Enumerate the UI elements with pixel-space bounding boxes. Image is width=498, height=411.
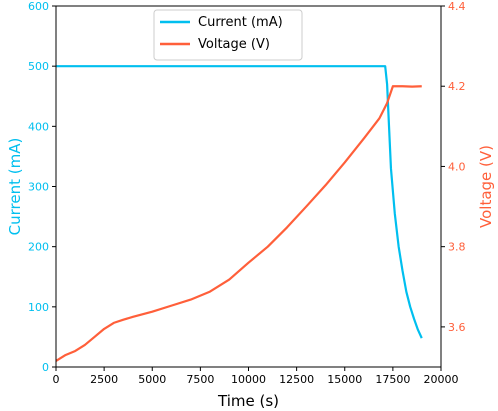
- legend-label-voltage: Voltage (V): [198, 37, 270, 52]
- series-layer: [55, 65, 423, 362]
- legend-label-current: Current (mA): [198, 15, 283, 30]
- x-tick-label: 20000: [424, 373, 459, 386]
- y-right-tick-label: 3.6: [448, 321, 466, 334]
- y-axis-right-title: Voltage (V): [477, 145, 495, 228]
- x-tick-label: 2500: [90, 373, 118, 386]
- x-tick-label: 15000: [327, 373, 362, 386]
- x-tick-label: 7500: [186, 373, 214, 386]
- y-right-tick-label: 4.4: [448, 0, 466, 13]
- x-tick-label: 5000: [138, 373, 166, 386]
- x-tick-label: 12500: [279, 373, 314, 386]
- y-left-tick-label: 400: [28, 120, 49, 133]
- y-left-tick-label: 200: [28, 241, 49, 254]
- legend: Current (mA) Voltage (V): [153, 9, 303, 61]
- x-tick-label: 0: [53, 373, 60, 386]
- series-line-voltage: [55, 85, 422, 362]
- series-line-current: [56, 65, 423, 339]
- axes-layer: 0 2500 5000 7500 10000 12500 15000 17500 20000 0 1…: [28, 0, 466, 386]
- y-left-tick-label: 0: [42, 361, 49, 374]
- x-tick-label: 17500: [375, 373, 410, 386]
- y-right-tick-label: 4.2: [448, 80, 466, 93]
- y-left-tick-label: 300: [28, 181, 49, 194]
- y-left-tick-label: 500: [28, 60, 49, 73]
- legend-box: [153, 9, 303, 61]
- y-left-tick-label: 100: [28, 301, 49, 314]
- y-right-tick-label: 4.0: [448, 160, 466, 173]
- y-axis-left-title: Current (mA): [6, 138, 24, 236]
- x-tick-label: 10000: [231, 373, 266, 386]
- y-left-tick-label: 600: [28, 0, 49, 13]
- x-axis-title: Time (s): [217, 392, 279, 410]
- y-right-tick-label: 3.8: [448, 241, 466, 254]
